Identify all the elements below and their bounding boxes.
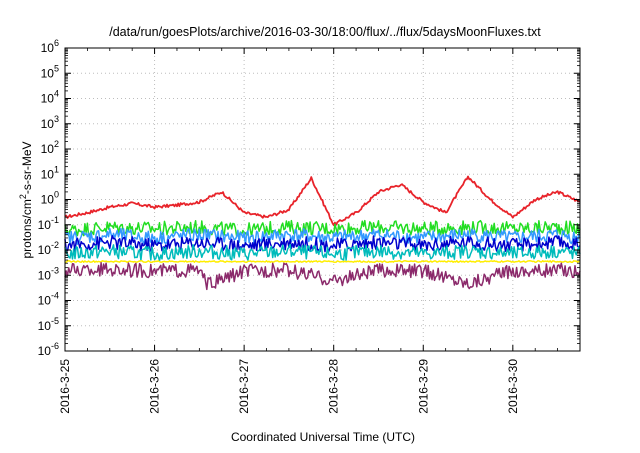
series-line-2	[64, 219, 581, 238]
y-tick-label: 10-2	[38, 240, 59, 257]
x-tick-label: 2016-3-25	[58, 359, 72, 414]
series-line-4	[64, 235, 581, 253]
y-tick-label: 100	[41, 190, 59, 207]
chart-title: /data/run/goesPlots/archive/2016-03-30/1…	[109, 25, 541, 39]
x-tick-label: 2016-3-26	[148, 359, 162, 414]
y-tick-label: 101	[41, 164, 59, 181]
y-tick-label: 104	[41, 89, 59, 106]
y-tick-label: 10-6	[38, 341, 59, 358]
series-line-5	[64, 243, 581, 262]
x-tick-label: 2016-3-28	[327, 359, 341, 414]
x-tick-label: 2016-3-27	[237, 359, 251, 414]
y-tick-labels: 10-6 10-5 10-4 10-3 10-2 10-1 100 101 102 103 104 1…	[38, 38, 59, 358]
y-tick-label: 10-1	[38, 215, 59, 232]
y-tick-label: 10-3	[38, 265, 59, 282]
ticks	[64, 47, 580, 352]
series-line-6	[65, 260, 581, 264]
y-tick-label: 102	[41, 139, 59, 156]
series-line-1	[64, 175, 581, 227]
y-tick-label: 105	[41, 63, 59, 80]
series-layer	[64, 175, 581, 291]
y-tick-label: 10-5	[38, 316, 59, 333]
y-tick-label: 103	[41, 114, 59, 131]
y-tick-label: 106	[41, 38, 59, 55]
x-tick-label: 2016-3-30	[506, 359, 520, 414]
x-axis-label: Coordinated Universal Time (UTC)	[231, 430, 415, 444]
y-axis-label: protons/cm2-s-sr-MeV	[18, 141, 34, 258]
series-line-7	[64, 262, 581, 291]
y-tick-label: 10-4	[38, 291, 59, 308]
x-tick-label: 2016-3-29	[416, 359, 430, 414]
grid	[65, 48, 580, 351]
x-tick-labels: 2016-3-25 2016-3-26 2016-3-27 2016-3-28 2016…	[58, 359, 520, 414]
